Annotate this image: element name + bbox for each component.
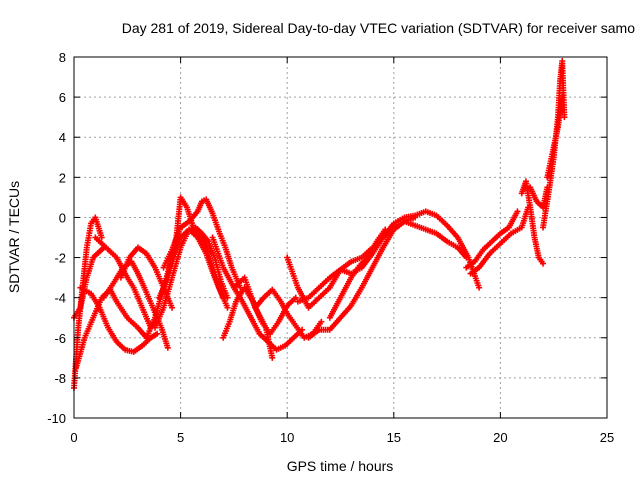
data-point [318,318,325,325]
y-axis-label: SDTVAR / TECUs [6,181,22,293]
series-track-11 [160,196,244,291]
series-track-10 [156,194,231,311]
data-point [224,294,231,301]
plot-frame [73,56,608,419]
x-axis-label: GPS time / hours [287,458,394,474]
y-tick-label: -2 [54,251,66,266]
data-point [540,260,547,267]
series-track-15 [252,286,325,341]
y-tick-label: -10 [47,411,66,426]
series-track-14 [230,284,306,353]
y-tick-label: -8 [54,371,66,386]
x-tick-label: 20 [493,430,507,445]
x-tick-label: 15 [387,430,401,445]
data-point [169,304,176,311]
x-tick-label: 5 [177,430,184,445]
data-point [164,344,171,351]
chart-title: Day 281 of 2019, Sidereal Day-to-day VTE… [122,20,635,36]
series-track-4 [77,284,161,355]
series-track-6 [100,258,171,351]
series-track-7 [117,244,176,311]
series-track-22 [463,208,521,271]
x-tick-label: 0 [70,430,77,445]
data-point [561,114,568,121]
series-track-23 [467,204,532,277]
data-point [292,294,299,301]
y-tick-label: 0 [59,210,66,225]
series-track-27 [544,94,566,181]
y-tick-label: 8 [59,50,66,65]
data-point [514,208,521,215]
series-track-20 [380,208,483,291]
series-track-21 [401,218,470,261]
data-point [98,234,105,241]
data-point [463,254,470,261]
y-tick-label: 2 [59,170,66,185]
y-tick-label: -6 [54,331,66,346]
series-track-24 [518,178,547,267]
series-track-13 [220,284,299,341]
data-point [154,330,161,337]
series-track-9 [152,224,231,331]
axis-ticks: 0 5 10 15 20 25 -10 -8 -6 -4 -2 0 2 4 6 8 [47,50,614,445]
data-point [559,94,566,101]
series-track-18 [305,214,419,341]
x-tick-label: 25 [600,430,614,445]
data-points [71,58,568,391]
grid [74,57,607,418]
data-point [476,284,483,291]
y-tick-label: 4 [59,130,66,145]
data-point [224,304,231,311]
x-tick-label: 10 [280,430,294,445]
data-point [269,354,276,361]
y-tick-label: -4 [54,291,66,306]
y-tick-label: 6 [59,90,66,105]
